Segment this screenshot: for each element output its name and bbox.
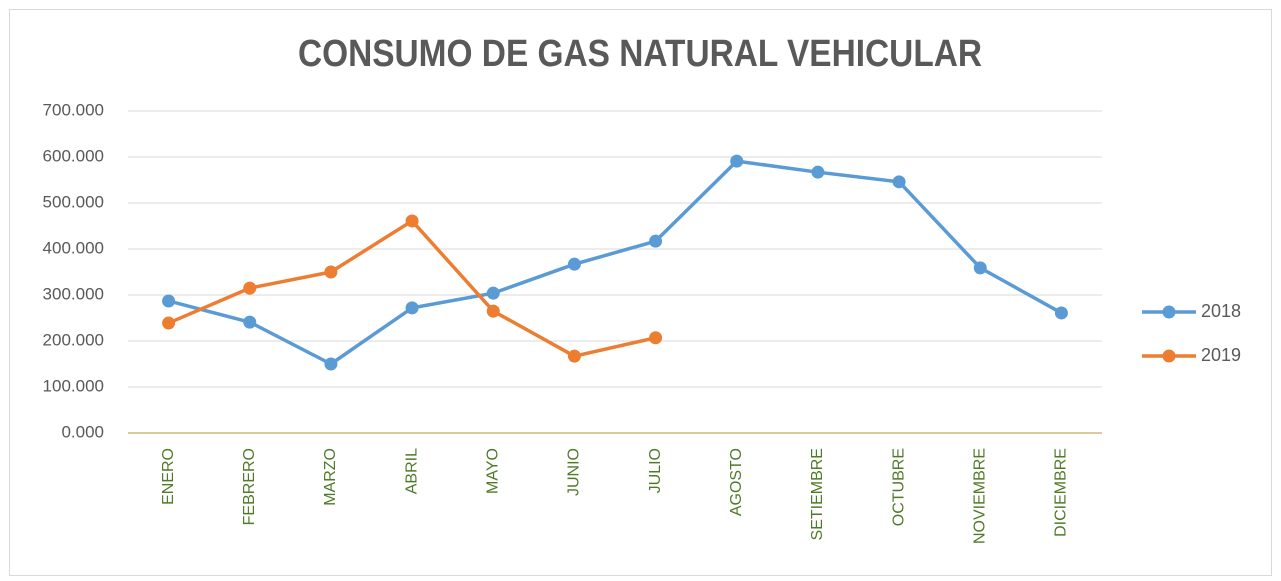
legend-label: 2018 <box>1201 301 1241 321</box>
y-tick-label: 500.000 <box>43 192 104 211</box>
x-tick-label: AGOSTO <box>728 448 745 516</box>
data-point <box>243 281 257 295</box>
data-point <box>730 154 744 168</box>
data-point <box>892 175 906 189</box>
x-tick-label: FEBRERO <box>241 448 258 525</box>
data-point <box>324 357 338 371</box>
data-point <box>243 315 257 329</box>
y-tick-label: 300.000 <box>43 284 104 303</box>
x-tick-label: JUNIO <box>566 448 583 496</box>
data-point <box>649 331 663 345</box>
data-point <box>486 286 500 300</box>
y-tick-label: 0.000 <box>61 422 104 441</box>
data-point <box>486 304 500 318</box>
y-tick-label: 100.000 <box>43 376 104 395</box>
data-point <box>973 261 987 275</box>
data-point <box>1054 306 1068 320</box>
data-point <box>649 234 663 248</box>
data-point <box>162 316 176 330</box>
x-tick-label: OCTUBRE <box>890 448 907 526</box>
x-tick-label: MAYO <box>484 448 501 494</box>
x-tick-label: DICIEMBRE <box>1053 448 1070 537</box>
x-tick-label: ABRIL <box>403 448 420 494</box>
legend-marker <box>1162 349 1176 363</box>
data-point <box>567 349 581 363</box>
x-tick-label: JULIO <box>647 448 664 493</box>
y-tick-label: 400.000 <box>43 238 104 257</box>
data-point <box>405 214 419 228</box>
chart-frame <box>9 9 1272 576</box>
x-tick-label: NOVIEMBRE <box>971 448 988 544</box>
x-tick-label: ENERO <box>160 448 177 505</box>
series-line <box>168 159 1063 366</box>
y-tick-label: 200.000 <box>43 330 104 349</box>
y-tick-label: 700.000 <box>43 100 104 119</box>
legend-marker <box>1162 305 1176 319</box>
chart-title: CONSUMO DE GAS NATURAL VEHICULAR <box>298 32 982 74</box>
data-point <box>324 265 338 279</box>
y-tick-label: 600.000 <box>43 146 104 165</box>
data-point <box>811 165 825 179</box>
x-tick-label: SETIEMBRE <box>809 448 826 540</box>
data-point <box>405 301 419 315</box>
legend-label: 2019 <box>1201 345 1241 365</box>
data-point <box>162 294 176 308</box>
data-point <box>567 257 581 271</box>
x-tick-label: MARZO <box>322 448 339 506</box>
